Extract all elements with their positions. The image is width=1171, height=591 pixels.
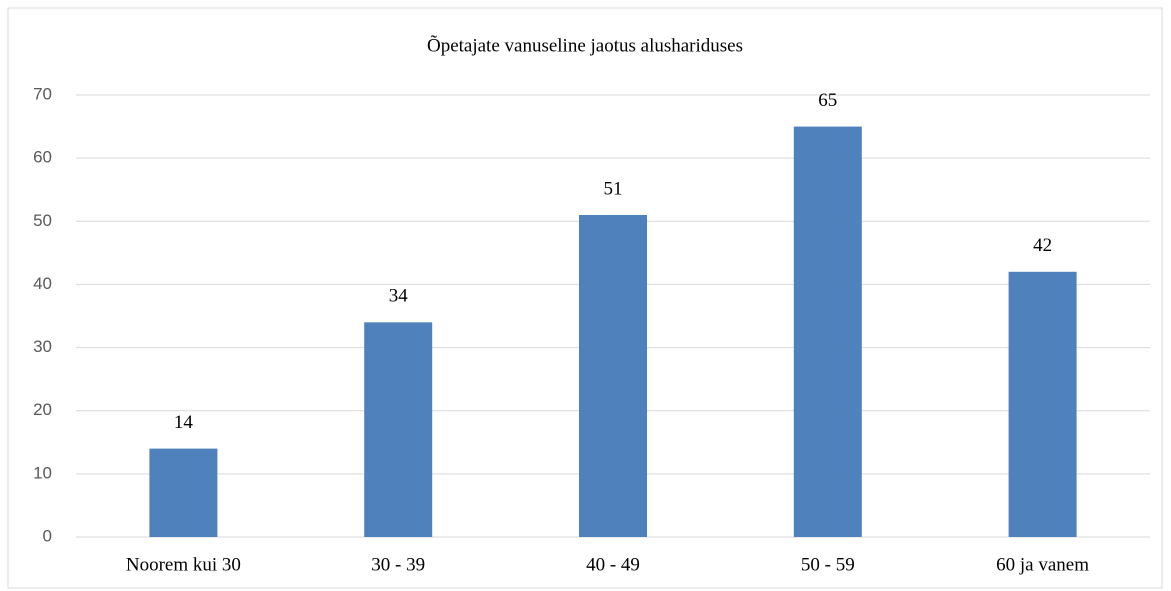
data-label: 42: [1033, 235, 1052, 256]
x-tick-label: 60 ja vanem: [996, 554, 1089, 575]
bar: [149, 448, 218, 537]
data-label: 14: [174, 412, 194, 433]
bar: [364, 322, 433, 537]
y-tick-label: 30: [33, 337, 52, 356]
bar: [579, 214, 647, 537]
y-tick-label: 60: [33, 148, 52, 167]
chart-title: Õpetajate vanuseline jaotus alushariduse…: [427, 34, 743, 56]
bar: [793, 126, 862, 538]
y-tick-label: 20: [33, 400, 52, 419]
data-label: 65: [818, 90, 837, 111]
y-tick-label: 40: [33, 274, 52, 293]
y-tick-label: 50: [33, 211, 52, 230]
bar: [1008, 271, 1077, 537]
x-tick-label: 40 - 49: [586, 554, 640, 575]
y-tick-label: 0: [43, 526, 52, 545]
y-tick-label: 10: [33, 463, 52, 482]
y-tick-label: 70: [33, 84, 52, 103]
data-label: 51: [604, 178, 623, 199]
x-tick-label: 30 - 39: [371, 554, 425, 575]
data-label: 34: [389, 286, 409, 307]
x-tick-label: 50 - 59: [801, 554, 855, 575]
x-tick-label: Noorem kui 30: [126, 554, 241, 575]
